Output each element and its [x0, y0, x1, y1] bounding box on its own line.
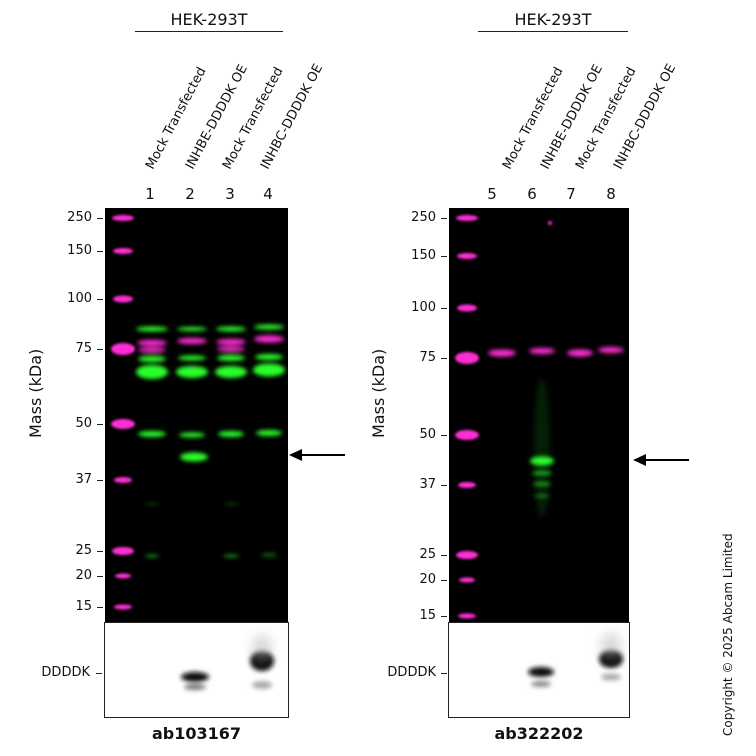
- marker-tick: [97, 480, 103, 481]
- marker-tick: [441, 485, 447, 486]
- marker-20: 20: [419, 572, 436, 587]
- inset-label: DDDDK: [387, 665, 436, 680]
- marker-tick: [97, 424, 103, 425]
- marker-37: 37: [75, 472, 92, 487]
- lane-number-2: 2: [185, 185, 195, 203]
- inset-label: DDDDK: [41, 665, 90, 680]
- marker-250: 250: [67, 210, 92, 225]
- marker-100: 100: [411, 300, 436, 315]
- marker-tick: [441, 580, 447, 581]
- marker-tick: [97, 218, 103, 219]
- marker-tick: [97, 299, 103, 300]
- marker-tick: [441, 256, 447, 257]
- western-blot-inset: [104, 622, 289, 718]
- marker-tick: [97, 551, 103, 552]
- marker-tick: [441, 616, 447, 617]
- inset-bands: [181, 635, 274, 690]
- marker-20: 20: [75, 568, 92, 583]
- marker-tick: [441, 218, 447, 219]
- marker-150: 150: [67, 243, 92, 258]
- blot-bands: [111, 215, 285, 610]
- inset-bands: [528, 633, 623, 687]
- header-underline: [135, 31, 283, 32]
- marker-tick: [441, 435, 447, 436]
- marker-50: 50: [419, 427, 436, 442]
- marker-tick: [97, 349, 103, 350]
- arrow-head-icon: [289, 449, 302, 461]
- western-blot-inset: [448, 622, 630, 718]
- panel-header: HEK-293T: [514, 10, 592, 29]
- panel-header: HEK-293T: [170, 10, 248, 29]
- marker-tick: [441, 673, 447, 674]
- marker-250: 250: [411, 210, 436, 225]
- marker-tick: [97, 607, 103, 608]
- marker-tick: [441, 308, 447, 309]
- blot-bands: [455, 215, 624, 619]
- marker-150: 150: [411, 248, 436, 263]
- marker-37: 37: [419, 477, 436, 492]
- marker-75: 75: [75, 341, 92, 356]
- marker-15: 15: [419, 608, 436, 623]
- lane-number-6: 6: [527, 185, 537, 203]
- marker-75: 75: [419, 350, 436, 365]
- y-axis-label: Mass (kDa): [26, 348, 45, 438]
- lane-number-4: 4: [263, 185, 273, 203]
- marker-15: 15: [75, 599, 92, 614]
- y-axis-label: Mass (kDa): [369, 348, 388, 438]
- arrow-icon: [300, 454, 345, 456]
- header-underline: [478, 31, 628, 32]
- marker-100: 100: [67, 291, 92, 306]
- marker-tick: [97, 251, 103, 252]
- arrow-head-icon: [633, 454, 646, 466]
- marker-50: 50: [75, 416, 92, 431]
- lane-number-3: 3: [225, 185, 235, 203]
- western-blot-main: [105, 208, 288, 623]
- marker-tick: [441, 358, 447, 359]
- lane-number-5: 5: [487, 185, 497, 203]
- antibody-label: ab322202: [494, 724, 584, 743]
- copyright-notice: Copyright © 2025 Abcam Limited: [721, 533, 735, 736]
- marker-tick: [441, 555, 447, 556]
- lane-number-1: 1: [145, 185, 155, 203]
- western-blot-main: [449, 208, 629, 623]
- lane-number-8: 8: [606, 185, 616, 203]
- marker-25: 25: [419, 547, 436, 562]
- arrow-icon: [644, 459, 689, 461]
- antibody-label: ab103167: [151, 724, 242, 743]
- marker-25: 25: [75, 543, 92, 558]
- marker-tick: [97, 576, 103, 577]
- marker-tick: [96, 673, 102, 674]
- lane-number-7: 7: [566, 185, 576, 203]
